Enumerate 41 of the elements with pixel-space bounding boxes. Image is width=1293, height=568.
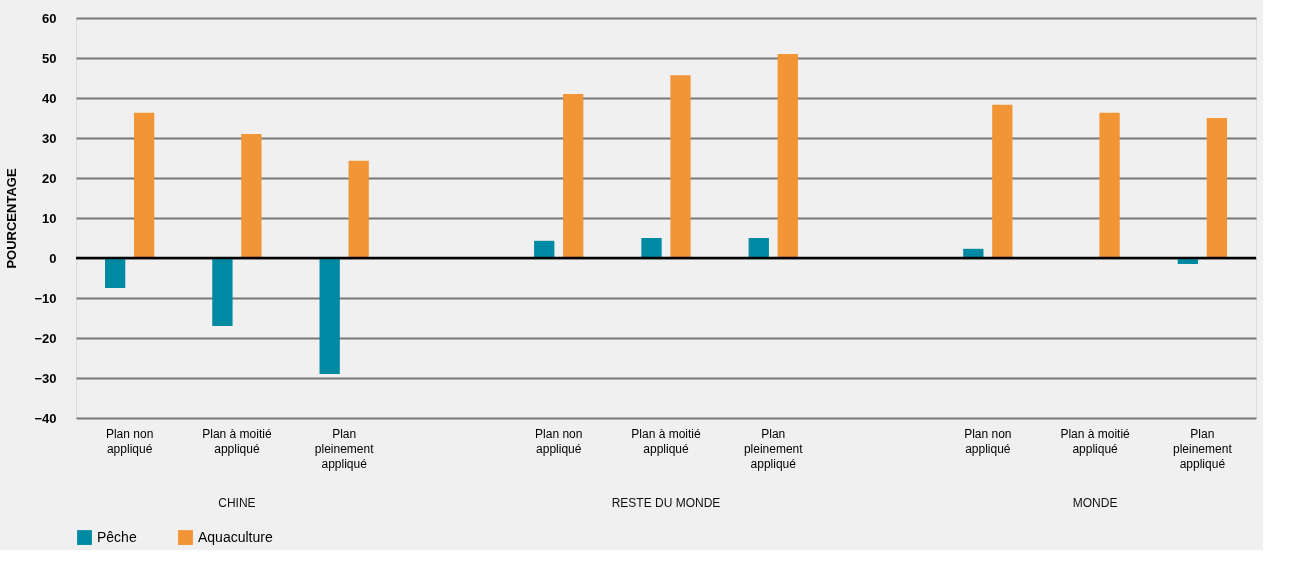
x-tick-label: Plan non appliqué	[964, 426, 1012, 456]
x-tick-label: Plan à moitié appliqué	[1060, 426, 1131, 456]
y-tick-label: 10	[42, 210, 57, 226]
x-tick-label: Plan pleinement appliqué	[314, 426, 375, 471]
bar	[641, 238, 662, 258]
bar	[563, 94, 584, 258]
bar	[992, 104, 1013, 258]
text: CHINE	[218, 496, 256, 510]
x-tick-label: Plan non appliqué	[535, 426, 583, 456]
bar	[104, 258, 126, 288]
x-tick-label: Plan non appliqué	[105, 426, 154, 456]
x-tick-label: Plan à moitié appliqué	[631, 426, 702, 456]
text: MONDE	[1072, 496, 1118, 510]
y-tick-label: −10	[34, 290, 57, 306]
bar	[319, 258, 340, 374]
y-tick-label: −30	[34, 370, 57, 386]
bar	[241, 134, 262, 258]
bar	[777, 54, 798, 258]
y-tick-label: 30	[42, 130, 57, 146]
legend-label: Pêche	[97, 528, 137, 545]
bar	[133, 112, 155, 258]
y-tick-label: 60	[42, 10, 57, 26]
y-axis-title: POURCENTAGE	[4, 168, 20, 269]
legend-label: Aquaculture	[198, 528, 273, 545]
bar	[1206, 118, 1228, 258]
bar	[670, 75, 691, 258]
x-tick-label: Plan pleinement appliqué	[1173, 426, 1233, 471]
bar	[348, 160, 369, 258]
bar	[1099, 112, 1120, 258]
bar	[212, 258, 233, 326]
y-tick-label: −20	[34, 330, 57, 346]
x-tick-label: Plan pleinement appliqué	[743, 426, 804, 471]
y-tick-label: −40	[34, 410, 57, 426]
bar	[534, 240, 555, 258]
y-tick-label: 40	[42, 90, 57, 106]
x-tick-label: Plan à moitié appliqué	[202, 426, 272, 456]
y-tick-label: 20	[42, 170, 57, 186]
bar	[748, 238, 769, 258]
y-tick-label: 0	[49, 250, 57, 266]
text: RESTE DU MONDE	[611, 496, 721, 510]
y-tick-label: 50	[42, 50, 57, 66]
